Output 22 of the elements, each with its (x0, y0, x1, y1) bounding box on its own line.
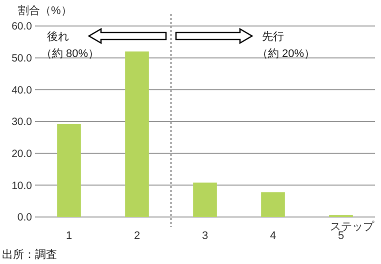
annotation: 後れ (47, 31, 69, 43)
x-tick-label: 5 (338, 230, 344, 242)
x-tick-label: 1 (66, 230, 72, 242)
y-tick-label: 10.0 (12, 180, 32, 192)
y-tick-label: 60.0 (12, 20, 32, 33)
y-tick-label: 20.0 (12, 148, 32, 160)
y-tick-label: 0.0 (17, 212, 32, 224)
annotation: （約 80%） (41, 48, 100, 60)
text: 出所：調査 (2, 248, 57, 261)
bar (57, 124, 81, 217)
bar (261, 192, 285, 217)
y-axis-title: 割合（%） (18, 4, 72, 17)
bar (125, 51, 149, 217)
x-tick-label: 3 (202, 230, 208, 242)
bar (193, 182, 217, 217)
y-tick-label: 50.0 (12, 52, 32, 65)
y-tick-label: 40.0 (12, 84, 32, 96)
annotation: 先行 (262, 30, 284, 43)
x-tick-label: 4 (270, 230, 276, 242)
x-tick-label: 2 (134, 230, 140, 242)
annotation: （約 20%） (257, 48, 316, 60)
y-tick-label: 30.0 (12, 116, 32, 128)
